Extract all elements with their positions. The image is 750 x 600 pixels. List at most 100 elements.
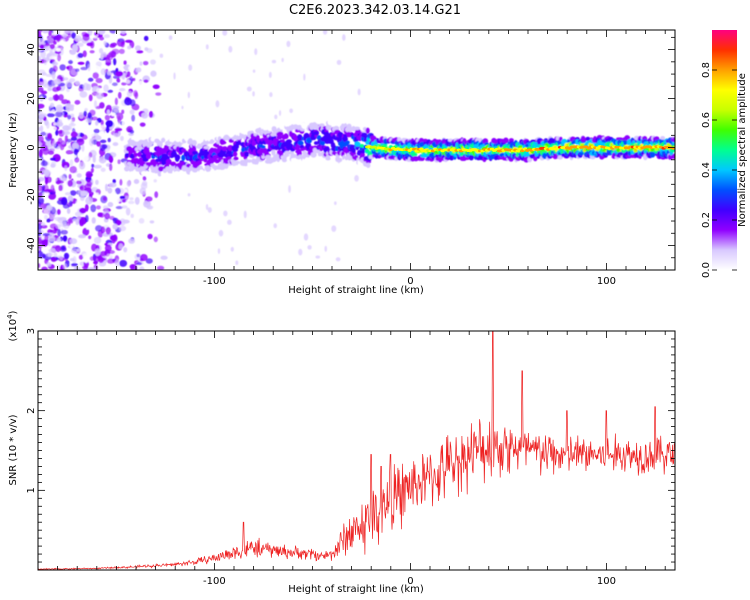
spectrogram-noise-mark [110, 50, 117, 58]
spectrogram-noise-mark [154, 191, 159, 198]
spectrogram-x-tick-label: -100 [203, 276, 226, 287]
spectrogram-trace-mark [124, 152, 130, 158]
spectrogram-noise-mark [120, 41, 125, 48]
spectrogram-noise-mark [84, 150, 89, 155]
spectrogram-noise-mark [106, 258, 115, 264]
spectrogram-trace-mark [165, 158, 172, 165]
spectrogram-noise-mark [69, 159, 74, 167]
spectrogram-noise-mark [103, 40, 107, 46]
spectrogram-trace-mark [297, 151, 302, 155]
spectrogram-noise-mark [38, 69, 46, 75]
spectrogram-noise-mark [123, 247, 128, 253]
spectrogram-noise-mark [268, 71, 272, 78]
spectrogram-trace-mark [365, 127, 370, 134]
spectrogram-noise-mark [62, 128, 69, 136]
spectrogram-noise-mark [49, 58, 55, 63]
spectrogram-noise-mark [99, 36, 105, 41]
spectrogram-trace-mark [157, 170, 162, 177]
spectrogram-noise-mark [78, 254, 84, 260]
snr-scale-base: (x10 [8, 319, 19, 342]
spectrogram-noise-mark [55, 129, 59, 136]
spectrogram-trace-mark [161, 137, 166, 143]
spectrogram-noise-mark [44, 169, 50, 177]
spectrogram-noise-mark [57, 119, 63, 124]
spectrogram-noise-mark [99, 139, 107, 144]
spectrogram-noise-mark [324, 245, 328, 252]
spectrogram-noise-mark [57, 53, 61, 62]
spectrogram-noise-mark [87, 130, 95, 138]
spectrogram-noise-mark [64, 192, 71, 196]
spectrogram-noise-mark [181, 105, 184, 110]
spectrogram-trace-mark [191, 139, 197, 146]
spectrogram-noise-mark [81, 144, 85, 152]
spectrogram-noise-mark [47, 150, 55, 155]
spectrogram-noise-mark [112, 179, 116, 184]
spectrogram-noise-mark [271, 59, 277, 64]
spectrogram-noise-mark [41, 222, 46, 226]
spectrogram-noise-mark [75, 200, 79, 206]
spectrogram-noise-mark [95, 77, 103, 84]
spectrogram-noise-mark [93, 128, 100, 134]
spectrogram-noise-mark [307, 245, 312, 250]
spectrogram-noise-mark [87, 77, 94, 82]
spectrogram-noise-mark [78, 112, 85, 119]
spectrogram-noise-mark [62, 263, 68, 270]
spectrogram-noise-mark [137, 97, 143, 101]
spectrogram-noise-mark [43, 184, 49, 193]
spectrogram-y-tick-label: 40 [26, 43, 37, 56]
spectrogram-noise-mark [117, 38, 125, 43]
spectrogram-noise-mark [104, 114, 110, 121]
spectrogram-noise-mark [187, 91, 191, 99]
spectrogram-noise-mark [114, 97, 118, 106]
spectrogram-noise-mark [93, 236, 102, 244]
spectrogram-trace-mark [672, 137, 675, 143]
spectrogram-noise-mark [79, 91, 88, 98]
spectrogram-noise-mark [79, 179, 85, 186]
spectrogram-noise-mark [56, 121, 64, 127]
spectrogram-noise-mark [82, 227, 90, 236]
spectrogram-trace-mark [249, 165, 255, 170]
spectrogram-noise-mark [63, 77, 69, 81]
spectrogram-noise-mark [128, 238, 136, 244]
spectrogram-trace-mark [197, 160, 202, 165]
spectrogram-trace-mark [232, 151, 238, 157]
spectrogram-noise-mark [79, 207, 87, 214]
spectrogram-noise-mark [145, 196, 153, 202]
spectrogram-trace-mark [239, 135, 244, 139]
spectrogram-x-tick-label: 100 [597, 276, 616, 287]
spectrogram-noise-mark [130, 213, 134, 218]
spectrogram-noise-mark [120, 135, 124, 141]
colorbar-label: Normalized spectral amplitude [737, 73, 748, 227]
spectrogram-trace-mark [354, 126, 361, 131]
spectrogram-x-label: Height of straight line (km) [288, 285, 424, 296]
spectrogram-noise-mark [149, 220, 155, 224]
spectrogram-noise-mark [38, 223, 42, 231]
snr-scale-close: ) [8, 310, 19, 314]
spectrogram-trace-mark [219, 170, 224, 174]
spectrogram-noise-mark [60, 229, 68, 235]
spectrogram-noise-mark [303, 233, 309, 241]
spectrogram-noise-mark [104, 244, 112, 252]
spectrogram-noise-mark [102, 205, 109, 210]
spectrogram-noise-mark [91, 116, 98, 121]
spectrogram-noise-mark [126, 90, 133, 97]
spectrogram-noise-mark [117, 121, 122, 125]
spectrogram-noise-mark [90, 204, 97, 213]
spectrogram-noise-mark [147, 233, 153, 240]
spectrogram-trace-mark [155, 145, 163, 152]
spectrogram-noise-mark [55, 104, 63, 113]
spectrogram-noise-mark [112, 58, 117, 66]
snr-series-line [38, 331, 675, 570]
spectrogram-noise-mark [93, 164, 102, 169]
spectrogram-noise-mark [63, 252, 70, 260]
spectrogram-noise-mark [86, 178, 91, 183]
spectrogram-noise-mark [118, 48, 125, 55]
spectrogram-trace-mark [158, 141, 163, 148]
spectrogram-noise-mark [77, 61, 85, 65]
spectrogram-noise-mark [91, 163, 95, 168]
spectrogram-noise-mark [115, 258, 120, 267]
spectrogram-trace-mark [503, 137, 509, 144]
spectrogram-noise-mark [52, 65, 58, 72]
spectrogram-trace-mark [672, 153, 675, 160]
spectrogram-noise-mark [119, 178, 123, 186]
